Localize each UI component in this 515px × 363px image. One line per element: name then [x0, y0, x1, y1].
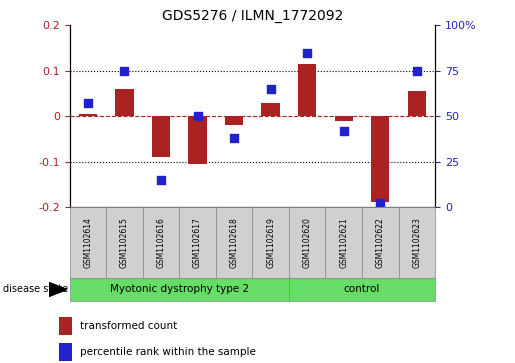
Bar — [298, 64, 316, 116]
Bar — [225, 116, 243, 125]
Point — [230, 135, 238, 141]
Bar — [59, 317, 73, 335]
Bar — [408, 91, 426, 116]
Text: GSM1102622: GSM1102622 — [376, 217, 385, 268]
Point — [157, 177, 165, 183]
Bar — [143, 207, 179, 278]
Bar — [252, 207, 289, 278]
Bar — [179, 207, 216, 278]
Bar — [70, 207, 106, 278]
Text: GSM1102618: GSM1102618 — [230, 217, 238, 268]
Point — [83, 101, 92, 106]
Point — [413, 68, 421, 74]
Text: GSM1102615: GSM1102615 — [120, 217, 129, 268]
Text: GSM1102623: GSM1102623 — [413, 217, 421, 268]
Point — [120, 68, 129, 74]
Bar — [188, 116, 207, 164]
Bar — [335, 116, 353, 121]
Bar — [152, 116, 170, 157]
Text: GSM1102620: GSM1102620 — [303, 217, 312, 268]
Bar — [70, 278, 289, 301]
Bar — [289, 207, 325, 278]
Polygon shape — [49, 282, 67, 297]
Bar — [325, 207, 362, 278]
Bar — [79, 114, 97, 116]
Bar — [115, 89, 133, 116]
Text: GSM1102619: GSM1102619 — [266, 217, 275, 268]
Text: control: control — [344, 285, 380, 294]
Bar — [59, 343, 73, 361]
Text: GSM1102616: GSM1102616 — [157, 217, 165, 268]
Bar — [216, 207, 252, 278]
Bar — [371, 116, 389, 202]
Bar — [289, 278, 435, 301]
Text: Myotonic dystrophy type 2: Myotonic dystrophy type 2 — [110, 285, 249, 294]
Bar — [362, 207, 399, 278]
Point — [303, 50, 311, 56]
Text: disease state: disease state — [3, 285, 67, 294]
Bar — [106, 207, 143, 278]
Title: GDS5276 / ILMN_1772092: GDS5276 / ILMN_1772092 — [162, 9, 343, 23]
Text: percentile rank within the sample: percentile rank within the sample — [80, 347, 256, 357]
Point — [193, 113, 201, 119]
Point — [340, 128, 348, 134]
Text: transformed count: transformed count — [80, 321, 177, 331]
Point — [267, 86, 275, 92]
Point — [376, 200, 384, 206]
Text: GSM1102621: GSM1102621 — [339, 217, 348, 268]
Bar — [262, 102, 280, 116]
Text: GSM1102614: GSM1102614 — [83, 217, 92, 268]
Text: GSM1102617: GSM1102617 — [193, 217, 202, 268]
Bar — [399, 207, 435, 278]
